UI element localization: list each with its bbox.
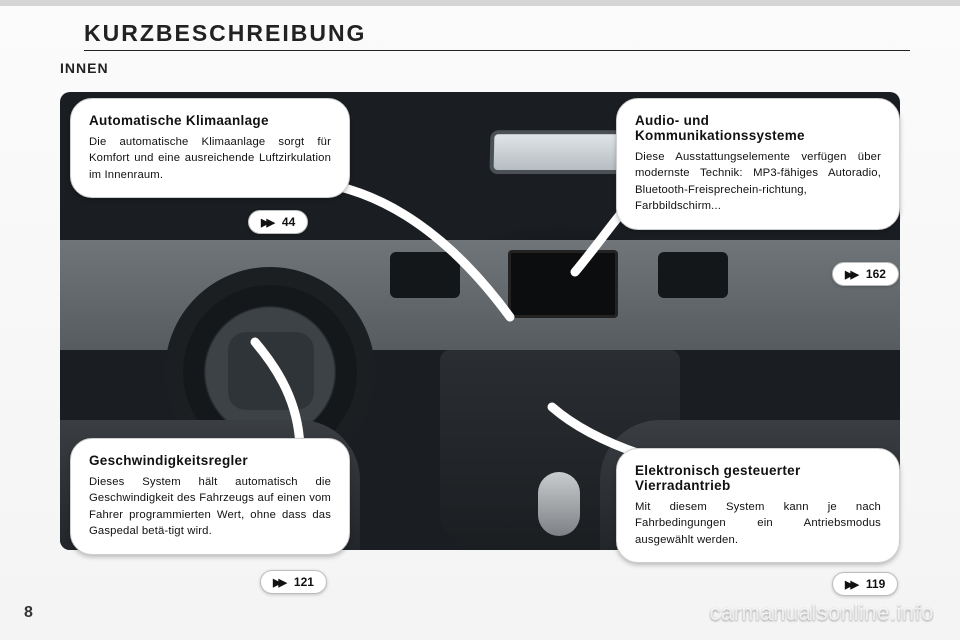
callout-awd: Elektronisch gesteuerter Vierradantrieb … [616,448,900,563]
callout-audio: Audio- und Kommunikationssysteme Diese A… [616,98,900,230]
page-ref-cruise[interactable]: ▶▶ 121 [260,570,327,594]
page-ref-climate[interactable]: ▶▶ 44 [248,210,308,234]
forward-icon: ▶▶ [845,268,856,281]
page-ref-audio-number: 162 [866,267,886,281]
page-ref-cruise-number: 121 [294,575,314,589]
page-subheading: INNEN [60,60,109,76]
page-ref-climate-number: 44 [282,215,295,229]
page-ref-audio[interactable]: ▶▶ 162 [832,262,899,286]
forward-icon: ▶▶ [845,578,856,591]
callout-audio-title: Audio- und Kommunikationssysteme [635,113,881,143]
manual-page: KURZBESCHREIBUNG INNEN Automatische Klim… [0,0,960,640]
callout-audio-body: Diese Ausstattungselemente verfügen über… [635,149,881,215]
page-ref-awd-number: 119 [866,577,885,591]
watermark: carmanualsonline.info [709,600,934,626]
rearview-mirror [489,130,630,174]
center-screen [508,250,618,318]
page-heading: KURZBESCHREIBUNG [84,20,366,47]
heading-underline [84,50,910,51]
forward-icon: ▶▶ [273,576,284,589]
steering-hub [228,332,314,410]
page-number: 8 [24,604,33,622]
gear-shifter [538,472,580,536]
page-ref-awd[interactable]: ▶▶ 119 [832,572,898,596]
callout-climate-title: Automatische Klimaanlage [89,113,331,128]
callout-climate-body: Die automatische Klimaanlage sorgt für K… [89,134,331,183]
callout-cruise-body: Dieses System hält automatisch die Gesch… [89,474,331,540]
callout-cruise: Geschwindigkeitsregler Dieses System häl… [70,438,350,555]
top-border [0,0,960,6]
callout-awd-title: Elektronisch gesteuerter Vierradantrieb [635,463,881,493]
callout-cruise-title: Geschwindigkeitsregler [89,453,331,468]
forward-icon: ▶▶ [261,216,272,229]
callout-awd-body: Mit diesem System kann je nach Fahrbedin… [635,499,881,548]
air-vent-right [658,252,728,298]
air-vent-left [390,252,460,298]
callout-climate: Automatische Klimaanlage Die automatisch… [70,98,350,198]
